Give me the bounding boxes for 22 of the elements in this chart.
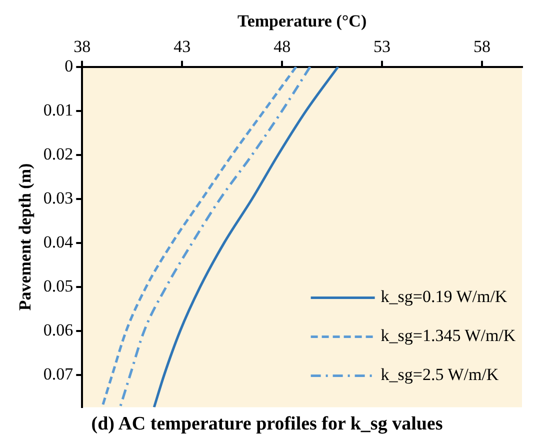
line-series (100, 66, 298, 408)
line-series (118, 66, 312, 408)
y-tick-label: 0.02 (43, 144, 74, 164)
x-tick-label: 53 (374, 37, 391, 56)
y-tick-label: 0 (64, 56, 74, 76)
y-tick-label: 0.03 (43, 188, 74, 208)
x-axis-title: Temperature (°C) (238, 12, 367, 31)
y-tick-label: 0.07 (43, 364, 74, 384)
x-tick-label: 38 (74, 37, 91, 56)
line-series (152, 66, 340, 408)
text: (d) AC temperature profiles for k_sg values (91, 414, 443, 435)
y-tick-label: 0.05 (43, 276, 74, 296)
x-tick-label: 48 (274, 37, 291, 56)
y-tick-label: 0.06 (43, 320, 74, 340)
x-tick-label: 43 (174, 37, 191, 56)
y-tick-label: 0.01 (43, 100, 74, 120)
x-tick-label: 58 (474, 37, 491, 56)
legend-label: k_sg=2.5 W/m/K (380, 365, 500, 384)
y-axis-title: Pavement depth (m) (16, 163, 35, 311)
legend-label: k_sg=1.345 W/m/K (380, 326, 516, 346)
y-tick-label: 0.04 (43, 232, 74, 252)
legend-label: k_sg=0.19 W/m/K (380, 287, 508, 306)
